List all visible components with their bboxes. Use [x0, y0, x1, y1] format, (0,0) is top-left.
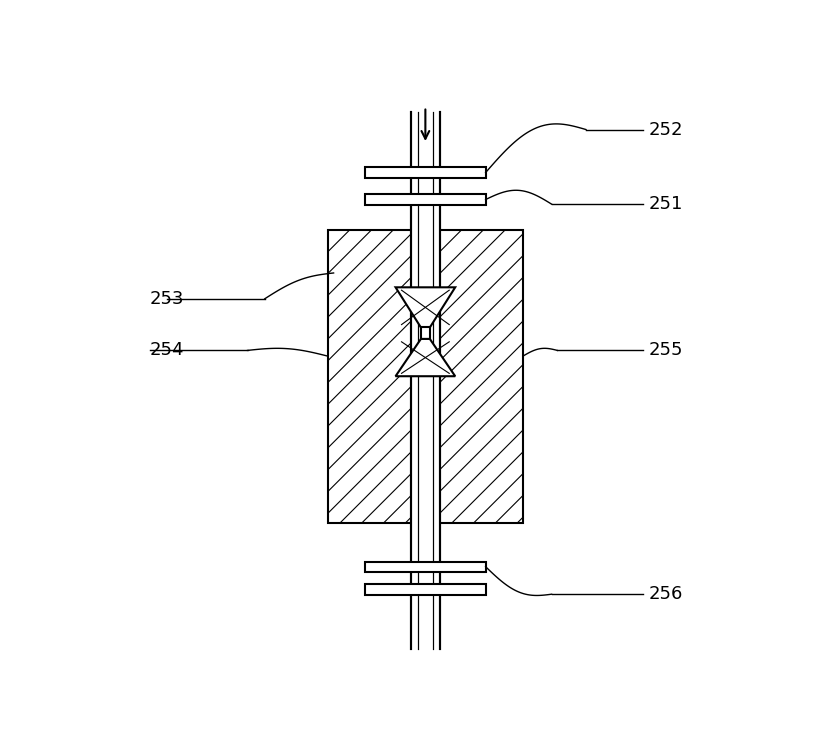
- Bar: [365, 585, 486, 595]
- Text: 256: 256: [649, 586, 683, 603]
- Text: 255: 255: [649, 341, 684, 359]
- Bar: [328, 230, 523, 522]
- Polygon shape: [396, 288, 455, 328]
- Text: 254: 254: [150, 341, 184, 359]
- Bar: [365, 168, 486, 178]
- Bar: [365, 194, 486, 205]
- Text: 253: 253: [150, 290, 184, 308]
- Text: 251: 251: [649, 195, 683, 213]
- Text: 252: 252: [649, 121, 684, 139]
- Bar: [411, 112, 440, 649]
- Bar: [365, 562, 486, 572]
- Polygon shape: [396, 339, 455, 376]
- Bar: [421, 328, 430, 339]
